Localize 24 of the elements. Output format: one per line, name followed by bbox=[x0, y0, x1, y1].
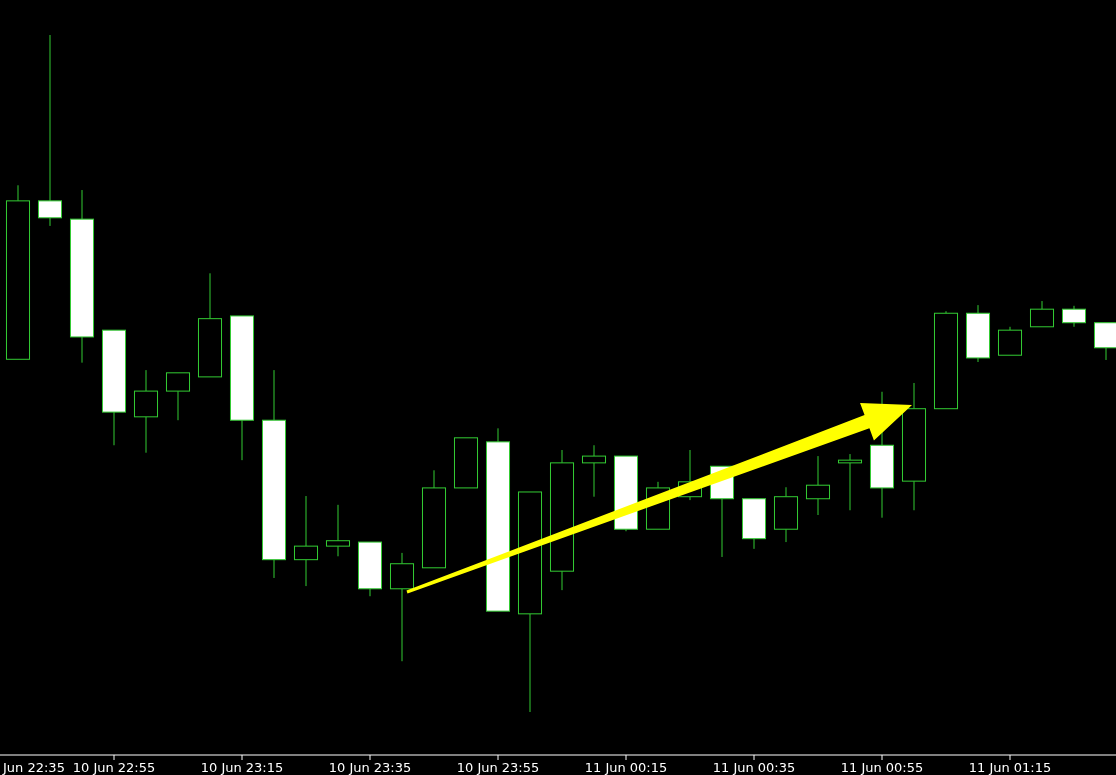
text: Jun 22:35 bbox=[2, 760, 65, 775]
x-tick-label: 10 Jun 23:55 bbox=[456, 760, 540, 775]
x-tick-label: 11 Jun 00:15 bbox=[584, 760, 668, 775]
x-tick-label: 10 Jun 22:55 bbox=[72, 760, 156, 775]
candlestick bbox=[261, 369, 287, 579]
candlestick bbox=[901, 382, 927, 511]
candlestick bbox=[549, 449, 575, 591]
candlestick bbox=[69, 189, 95, 364]
candlestick bbox=[965, 304, 991, 363]
candlestick bbox=[773, 486, 799, 543]
candlestick bbox=[37, 34, 63, 227]
x-tick-label: 11 Jun 01:15 bbox=[968, 760, 1052, 775]
candlestick bbox=[805, 455, 831, 516]
candlestick bbox=[1061, 305, 1087, 328]
x-tick-label: 10 Jun 23:35 bbox=[328, 760, 412, 775]
candlestick bbox=[293, 495, 319, 587]
candlestick bbox=[133, 369, 159, 454]
candlestick bbox=[389, 552, 415, 662]
x-tick-label: 10 Jun 23:15 bbox=[200, 760, 284, 775]
x-tick-label: 11 Jun 00:35 bbox=[712, 760, 796, 775]
x-tick-label: 11 Jun 00:55 bbox=[840, 760, 924, 775]
candlestick bbox=[325, 504, 351, 557]
candlestick bbox=[837, 453, 863, 511]
candlestick bbox=[581, 444, 607, 498]
